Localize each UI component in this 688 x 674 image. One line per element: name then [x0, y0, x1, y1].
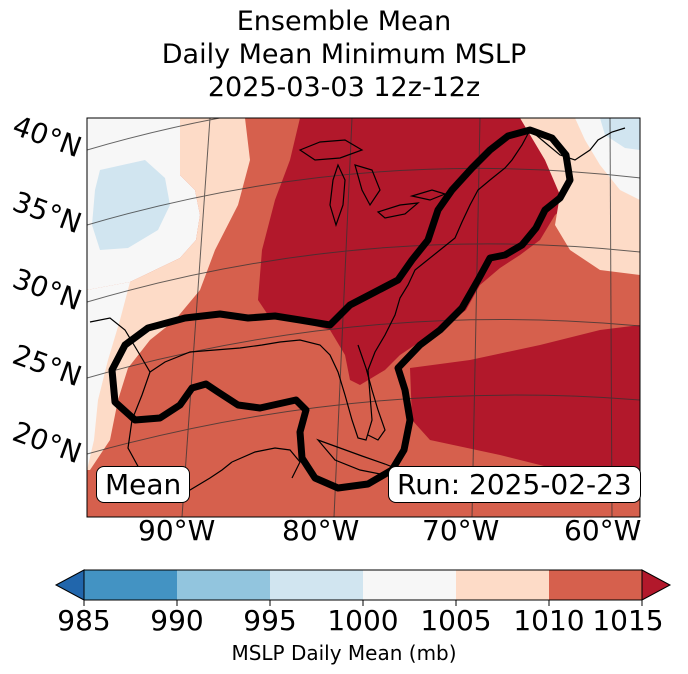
- map-frame: [86, 117, 641, 518]
- parallel-30: [87, 243, 640, 303]
- colorbar-tick-1010: 1010: [513, 604, 585, 637]
- title-line-2: Daily Mean Minimum MSLP: [161, 39, 527, 70]
- gulf-coast: [89, 129, 531, 441]
- yucatan: [231, 447, 301, 479]
- field-over-1015: [258, 118, 600, 385]
- colorbar: [54, 569, 672, 606]
- colorbar-extend-low: [54, 569, 85, 601]
- colorbar-bin-1005-1010: [456, 570, 549, 600]
- colorbar-bin-1010-1015: [549, 570, 642, 600]
- lake-michigan: [329, 163, 346, 227]
- graticule: [87, 118, 640, 517]
- lon-label-60: 60°W: [564, 514, 642, 547]
- field-over-1015-east: [410, 325, 640, 470]
- colorbar-bin-990-995: [177, 570, 270, 600]
- meridian-80: [333, 118, 353, 517]
- meridian-70: [471, 118, 481, 517]
- title-line-1: Ensemble Mean: [236, 6, 452, 37]
- colorbar-bin-985-990: [84, 570, 177, 600]
- run-label: Run: 2025-02-23: [388, 466, 641, 503]
- lon-label-90: 90°W: [138, 514, 216, 547]
- canada-coast: [529, 127, 626, 161]
- field-1000-1005-coast: [87, 282, 130, 470]
- colorbar-tick-995: 995: [243, 604, 297, 637]
- florida: [357, 344, 386, 441]
- parallel-20: [87, 394, 640, 455]
- colorbar-ticks: [83, 600, 643, 606]
- lake-erie: [376, 202, 420, 219]
- meridian-60: [609, 118, 613, 517]
- lon-label-80: 80°W: [282, 514, 360, 547]
- colorbar-tick-1005: 1005: [420, 604, 492, 637]
- colorbar-bin-995-1000: [270, 570, 363, 600]
- mslp-contour: [108, 126, 574, 492]
- lon-label-70: 70°W: [422, 514, 500, 547]
- mean-label: Mean: [96, 466, 191, 503]
- parallel-25: [87, 319, 640, 379]
- colorbar-tick-990: 990: [150, 604, 204, 637]
- field-995-1000: [92, 160, 170, 250]
- pressure-field: [87, 118, 640, 517]
- colorbar-label: MSLP Daily Mean (mb): [231, 641, 457, 665]
- colorbar-extend-high: [641, 569, 672, 601]
- colorbar-tick-1000: 1000: [327, 604, 399, 637]
- colorbar-bin-1000-1005: [363, 570, 456, 600]
- lake-superior: [298, 139, 364, 161]
- title-line-3: 2025-03-03 12z-12z: [207, 72, 481, 103]
- parallel-35: [87, 167, 640, 226]
- field-1005-1010-west: [87, 118, 250, 470]
- parallel-40: [87, 118, 223, 151]
- colorbar-tick-1015: 1015: [592, 604, 664, 637]
- lake-huron: [354, 164, 381, 207]
- colorbar-tick-985: 985: [57, 604, 111, 637]
